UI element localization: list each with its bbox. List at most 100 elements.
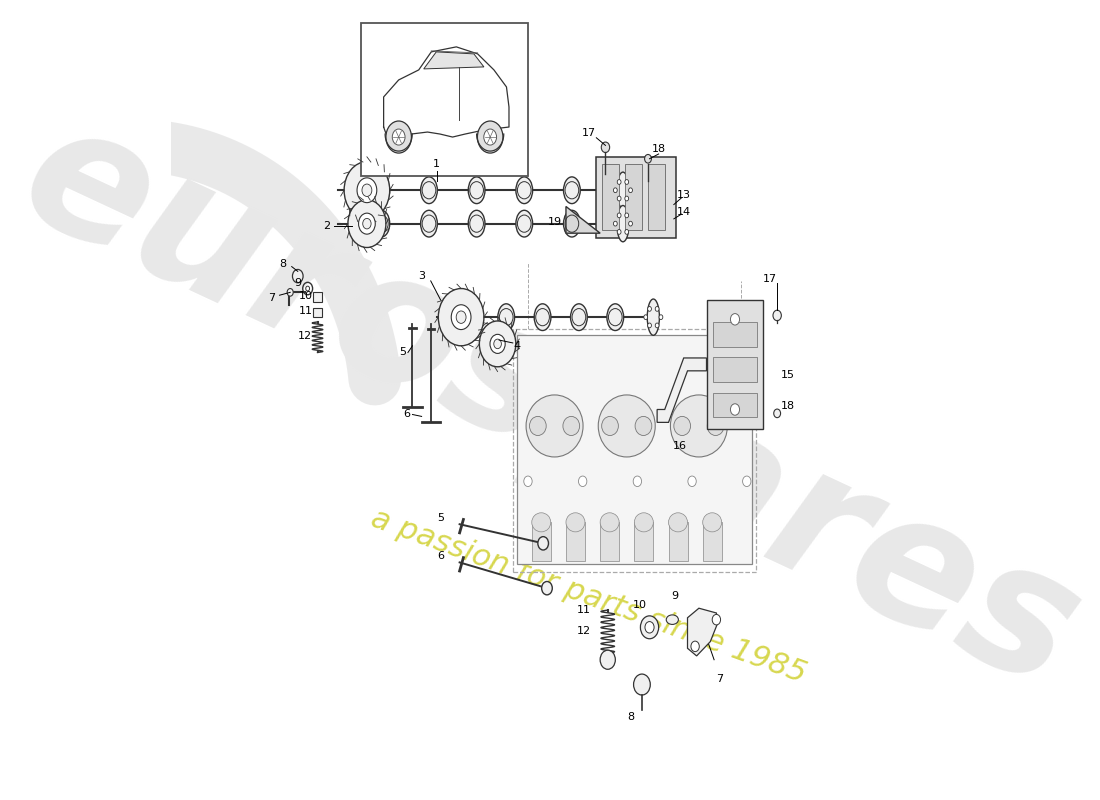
Circle shape: [648, 306, 651, 311]
Circle shape: [541, 582, 552, 595]
Circle shape: [645, 622, 654, 633]
Bar: [596, 157, 676, 238]
Text: 5: 5: [437, 513, 444, 522]
Text: a passion for parts since 1985: a passion for parts since 1985: [367, 503, 811, 688]
Circle shape: [625, 213, 628, 218]
Circle shape: [742, 476, 751, 486]
Circle shape: [614, 188, 617, 193]
Circle shape: [625, 230, 628, 234]
Ellipse shape: [703, 513, 722, 532]
Ellipse shape: [526, 395, 583, 457]
Ellipse shape: [670, 395, 727, 457]
Circle shape: [348, 200, 386, 247]
Text: 16: 16: [673, 441, 686, 451]
Ellipse shape: [667, 615, 679, 625]
Bar: [706, 300, 763, 429]
Text: 18: 18: [651, 144, 666, 154]
Circle shape: [730, 314, 739, 325]
Polygon shape: [424, 52, 484, 69]
Bar: [566, 522, 585, 561]
Text: 19: 19: [548, 217, 562, 226]
Ellipse shape: [420, 210, 438, 237]
Bar: [531, 522, 551, 561]
Circle shape: [477, 121, 503, 153]
Text: 10: 10: [632, 600, 647, 610]
Circle shape: [659, 314, 663, 319]
Ellipse shape: [707, 417, 724, 435]
Ellipse shape: [531, 513, 551, 532]
Circle shape: [287, 289, 294, 296]
Ellipse shape: [674, 417, 691, 435]
Circle shape: [617, 213, 621, 218]
Circle shape: [456, 311, 466, 323]
Text: 6: 6: [403, 410, 410, 419]
Circle shape: [490, 334, 505, 354]
Circle shape: [640, 616, 659, 638]
Bar: [625, 165, 642, 230]
Text: 7: 7: [268, 293, 275, 303]
Circle shape: [484, 129, 496, 145]
Bar: [314, 308, 322, 317]
Bar: [669, 522, 688, 561]
Circle shape: [363, 218, 371, 229]
Circle shape: [601, 650, 615, 670]
Text: 17: 17: [582, 128, 596, 138]
Ellipse shape: [571, 304, 587, 330]
Bar: [601, 522, 619, 561]
Text: 18: 18: [781, 401, 795, 410]
Text: 11: 11: [576, 605, 591, 615]
Circle shape: [634, 476, 641, 486]
Circle shape: [617, 196, 621, 201]
Bar: [513, 329, 756, 572]
Bar: [703, 522, 722, 561]
Text: 8: 8: [279, 258, 286, 269]
Circle shape: [644, 314, 648, 319]
Circle shape: [773, 409, 781, 418]
Ellipse shape: [469, 177, 485, 204]
Ellipse shape: [607, 304, 624, 330]
Ellipse shape: [420, 177, 438, 204]
Circle shape: [617, 179, 621, 184]
Ellipse shape: [647, 299, 659, 335]
Text: 6: 6: [437, 550, 444, 561]
Circle shape: [688, 476, 696, 486]
Bar: [635, 522, 653, 561]
Circle shape: [656, 323, 659, 328]
Circle shape: [691, 641, 700, 652]
Ellipse shape: [563, 417, 580, 435]
Ellipse shape: [635, 513, 653, 532]
Ellipse shape: [598, 395, 656, 457]
Ellipse shape: [601, 513, 619, 532]
Ellipse shape: [498, 304, 515, 330]
Polygon shape: [657, 358, 706, 422]
Text: 3: 3: [418, 271, 425, 281]
Circle shape: [634, 674, 650, 695]
Text: 14: 14: [676, 207, 691, 217]
Text: 10: 10: [298, 291, 312, 301]
Ellipse shape: [462, 304, 478, 330]
Ellipse shape: [566, 513, 585, 532]
Circle shape: [359, 213, 375, 234]
Bar: [361, 23, 528, 176]
Circle shape: [293, 270, 304, 283]
Text: 2: 2: [323, 221, 330, 230]
Ellipse shape: [563, 177, 580, 204]
Ellipse shape: [669, 513, 688, 532]
Ellipse shape: [516, 177, 532, 204]
Ellipse shape: [516, 210, 532, 237]
Circle shape: [494, 339, 502, 349]
Ellipse shape: [563, 210, 580, 237]
Text: 5: 5: [399, 347, 406, 358]
Ellipse shape: [602, 417, 618, 435]
Circle shape: [614, 222, 617, 226]
Text: 15: 15: [781, 370, 795, 380]
Text: 17: 17: [762, 274, 777, 284]
Circle shape: [645, 154, 651, 163]
Circle shape: [625, 179, 628, 184]
Circle shape: [628, 188, 632, 193]
Ellipse shape: [635, 417, 652, 435]
Ellipse shape: [469, 210, 485, 237]
Text: 1: 1: [433, 159, 440, 170]
Polygon shape: [384, 47, 509, 137]
Bar: [713, 393, 758, 418]
